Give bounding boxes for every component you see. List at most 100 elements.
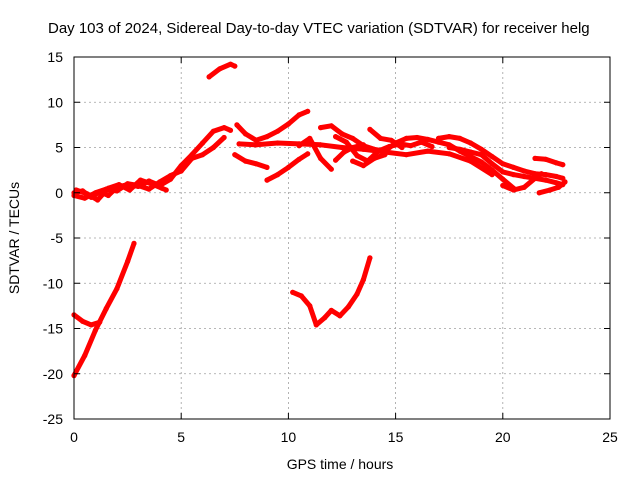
- data-point: [296, 143, 302, 149]
- data-point: [264, 164, 270, 170]
- data-point: [375, 148, 381, 154]
- data-point: [435, 135, 442, 141]
- data-point: [80, 318, 86, 324]
- data-point: [350, 135, 356, 141]
- data-point: [360, 277, 366, 283]
- data-point: [386, 144, 392, 150]
- data-point: [367, 255, 373, 261]
- chart-title: Day 103 of 2024, Sidereal Day-to-day VTE…: [48, 20, 590, 37]
- data-point: [92, 190, 98, 196]
- data-point: [543, 177, 549, 183]
- data-point: [318, 125, 324, 131]
- data-point: [264, 134, 270, 140]
- data-point: [333, 134, 339, 140]
- data-point: [210, 128, 216, 134]
- data-point: [532, 175, 538, 181]
- data-point: [73, 187, 79, 193]
- data-point: [116, 182, 122, 188]
- data-point: [500, 176, 506, 182]
- data-point: [285, 121, 291, 127]
- data-point: [236, 141, 242, 147]
- data-point: [88, 322, 94, 328]
- data-point: [232, 152, 238, 158]
- data-point: [232, 63, 238, 69]
- data-point: [114, 286, 120, 292]
- x-axis-label: GPS time / hours: [287, 456, 394, 472]
- data-point: [403, 135, 409, 141]
- data-point: [354, 291, 360, 297]
- data-point: [350, 158, 356, 164]
- y-tick-label: -10: [43, 275, 63, 291]
- data-point: [163, 187, 169, 193]
- data-point: [399, 144, 405, 151]
- data-point: [341, 149, 347, 155]
- data-point: [234, 122, 240, 128]
- data-point: [350, 144, 356, 151]
- x-axis-ticks: 0 5 10 15 20 25: [70, 57, 618, 445]
- data-point: [457, 146, 463, 152]
- data-point: [242, 131, 249, 137]
- data-point: [200, 140, 206, 146]
- x-tick-label: 25: [602, 429, 618, 445]
- data-point: [296, 112, 302, 118]
- data-point: [217, 66, 223, 72]
- x-tick-label: 20: [495, 429, 511, 445]
- data-point: [555, 184, 562, 190]
- data-point: [137, 177, 144, 183]
- data-point: [510, 164, 517, 170]
- data-point: [538, 171, 545, 177]
- data-point: [307, 135, 313, 141]
- data-point: [103, 306, 109, 312]
- data-point: [328, 123, 334, 129]
- data-point: [82, 195, 88, 201]
- data-point: [127, 187, 133, 193]
- data-point: [457, 135, 463, 141]
- data-point: [189, 155, 195, 161]
- data-point: [489, 161, 495, 167]
- data-point: [328, 307, 334, 313]
- data-point: [489, 154, 495, 160]
- series-arc-u: [536, 179, 568, 196]
- data-point: [339, 144, 345, 151]
- data-point: [322, 315, 328, 321]
- data-point: [333, 157, 339, 163]
- data-series: [71, 61, 568, 379]
- data-point: [221, 125, 227, 131]
- series-arc-t: [532, 155, 566, 168]
- data-point: [360, 163, 366, 169]
- x-tick-label: 15: [388, 429, 404, 445]
- data-point: [425, 136, 431, 142]
- data-point: [403, 152, 409, 158]
- y-tick-label: -15: [43, 321, 63, 337]
- data-point: [382, 152, 388, 158]
- data-point: [553, 180, 560, 186]
- data-point: [206, 74, 212, 80]
- data-point: [343, 139, 349, 145]
- data-point: [435, 139, 442, 145]
- y-tick-label: 0: [55, 185, 63, 201]
- data-point: [131, 240, 137, 246]
- series-arc-h: [232, 152, 270, 170]
- data-point: [148, 181, 154, 187]
- data-point: [360, 142, 366, 148]
- data-point: [328, 166, 334, 172]
- data-point: [290, 289, 296, 295]
- data-point: [560, 162, 566, 168]
- data-point: [296, 156, 302, 162]
- data-point: [408, 143, 414, 149]
- data-point: [429, 144, 435, 150]
- data-point: [82, 353, 88, 359]
- data-point: [468, 140, 474, 146]
- data-point: [167, 173, 174, 179]
- data-point: [227, 127, 234, 133]
- data-point: [478, 159, 484, 165]
- data-point: [543, 156, 549, 162]
- y-tick-label: -25: [43, 411, 63, 427]
- series-arc-k: [296, 135, 334, 172]
- data-point: [253, 142, 259, 148]
- data-point: [446, 134, 452, 140]
- data-point: [446, 144, 452, 151]
- data-point: [178, 168, 184, 174]
- data-point: [371, 155, 377, 161]
- y-tick-label: 5: [55, 140, 63, 156]
